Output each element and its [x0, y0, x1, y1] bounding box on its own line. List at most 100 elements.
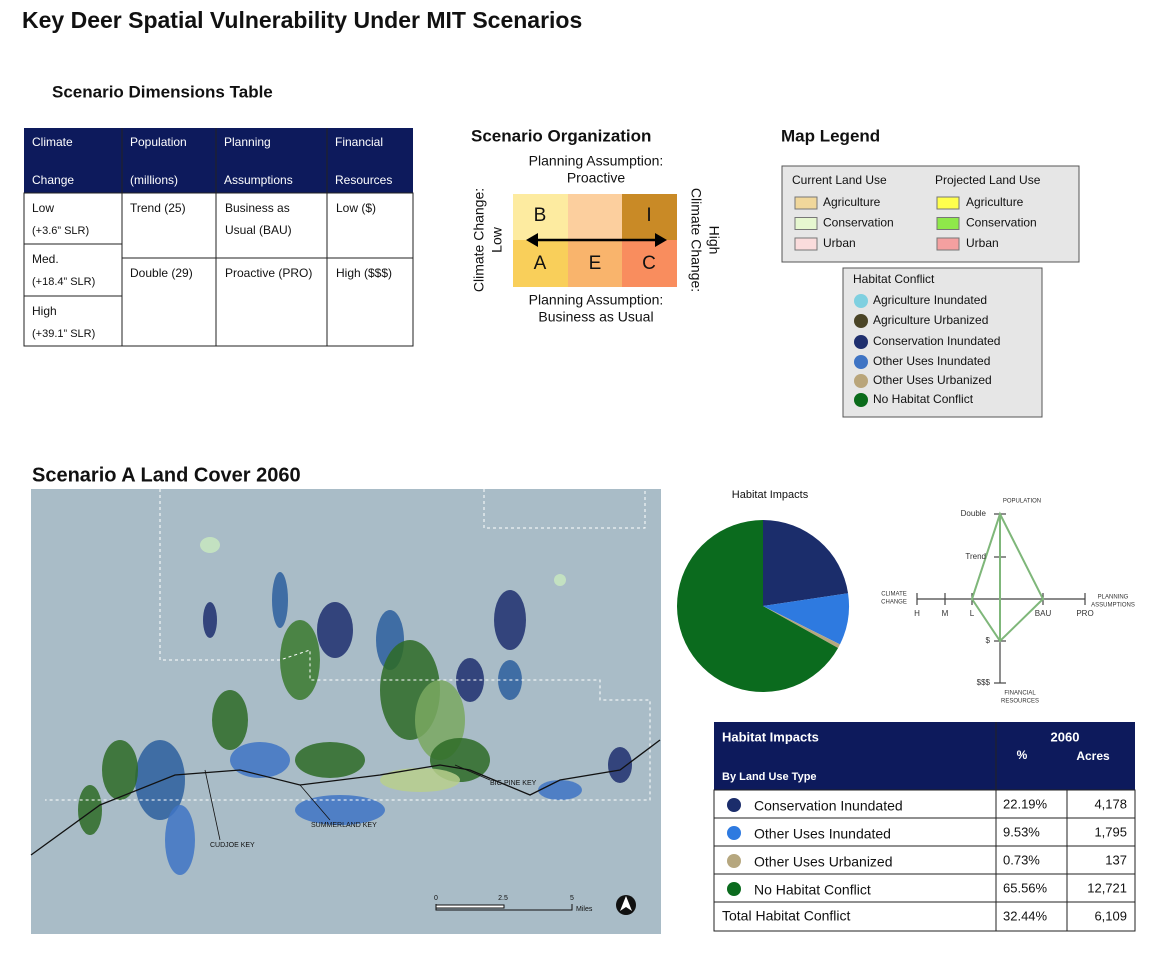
diagram-axis-label: POPULATION: [1003, 499, 1041, 505]
pie-slice: [763, 606, 840, 648]
legend-dot: [854, 374, 868, 388]
table-title: Habitat Impacts: [722, 729, 819, 744]
diagram-tick-label: Double: [961, 509, 987, 518]
land-patch: [554, 574, 566, 586]
legend-label: Other Uses Inundated: [873, 354, 990, 368]
section-title: Scenario Dimensions Table: [52, 82, 273, 101]
column-header: Population: [130, 135, 187, 149]
row-dot: [727, 854, 741, 868]
axis-label: Business as Usual: [538, 309, 653, 325]
column-header: Planning: [224, 135, 271, 149]
cell-text: Low: [32, 201, 54, 215]
cell-text: Double (29): [130, 266, 193, 280]
land-patch: [200, 537, 220, 553]
column-header: %: [1017, 748, 1028, 762]
pie-slice: [763, 593, 849, 645]
cell-text: High ($$$): [336, 266, 392, 280]
section-title: Scenario A Land Cover 2060: [32, 464, 301, 486]
road: [30, 739, 661, 856]
land-patch: [272, 572, 288, 628]
legend-label: Conservation: [823, 216, 894, 230]
legend-box: [842, 267, 1043, 418]
land-patch: [295, 742, 365, 778]
pie-slice: [763, 520, 849, 606]
legend-label: Urban: [823, 236, 856, 250]
land-patch: [280, 620, 320, 700]
table-body: [713, 789, 1136, 932]
scenario-cell: [513, 240, 568, 287]
cell-value: 1,795: [1094, 824, 1127, 839]
section-title: Map Legend: [781, 126, 880, 145]
axis-label: Climate Change:: [688, 188, 704, 292]
legend-swatch: [794, 196, 818, 210]
row-label: No Habitat Conflict: [754, 882, 871, 898]
scale-label: 2.5: [498, 895, 508, 902]
boundary: [483, 489, 646, 529]
map-background: [31, 489, 661, 934]
land-patch: [295, 795, 385, 825]
place-label: SUMMERLAND KEY: [311, 822, 377, 829]
land-patch: [494, 590, 526, 650]
legend-label: Agriculture: [823, 195, 881, 209]
cell-text: Business as: [225, 201, 290, 215]
column-header: Acres: [1076, 749, 1110, 763]
legend-label: Other Uses Urbanized: [873, 373, 992, 387]
table-subtitle: By Land Use Type: [722, 771, 817, 783]
legend-label: Conservation: [966, 216, 1037, 230]
scenario-cell: [622, 240, 677, 287]
diagram-tick-label: $: [986, 636, 991, 645]
diagram-axis-label: CHANGE: [881, 600, 907, 606]
scale-segment: [435, 904, 505, 909]
north-arrow-head: [620, 896, 632, 911]
scenario-cell: [568, 194, 622, 240]
cell-value: 4,178: [1094, 796, 1127, 811]
diagram-axis-label: CLIMATE: [881, 592, 907, 598]
cell-text: Low ($): [336, 201, 376, 215]
column-header: 2060: [1051, 729, 1080, 744]
land-patch: [212, 690, 248, 750]
cell-value: 12,721: [1087, 880, 1127, 895]
legend-dot: [854, 393, 868, 407]
scenario-letter: B: [534, 205, 547, 226]
legend-label: Agriculture: [966, 195, 1024, 209]
section-title: Scenario Organization: [471, 126, 651, 145]
cell-text: Med.: [32, 252, 59, 266]
scenario-cell: [568, 240, 622, 287]
row-dot: [727, 826, 741, 840]
land-patch: [230, 742, 290, 778]
legend-label: Conservation Inundated: [873, 334, 1000, 348]
axis-label: Planning Assumption:: [529, 292, 664, 308]
legend-heading: Current Land Use: [792, 173, 887, 187]
table-header: [714, 722, 1135, 790]
scenario-cell: [513, 194, 568, 240]
table-header: [24, 128, 413, 193]
pie-slice: [676, 520, 839, 693]
cell-value: 32.44%: [1003, 908, 1048, 923]
diagram-axis-label: FINANCIAL: [1004, 691, 1036, 697]
column-header: Resources: [335, 173, 392, 187]
cell-text: High: [32, 304, 57, 318]
cell-value: 137: [1105, 852, 1127, 867]
cell-text: (+18.4” SLR): [32, 276, 95, 288]
cell-text: Proactive (PRO): [225, 266, 312, 280]
legend-heading: Habitat Conflict: [853, 272, 935, 286]
row-label: Total Habitat Conflict: [722, 908, 851, 924]
column-header: (millions): [130, 173, 178, 187]
land-patch: [165, 805, 195, 875]
cell-value: 6,109: [1094, 908, 1127, 923]
scenario-letter: I: [646, 205, 651, 226]
axis-label: High: [706, 226, 722, 255]
cell-value: 65.56%: [1003, 880, 1048, 895]
axis-label: Low: [489, 226, 505, 253]
legend-label: Agriculture Inundated: [873, 293, 987, 307]
scale-label: 0: [434, 895, 438, 902]
cell-value: 22.19%: [1003, 796, 1048, 811]
diagram-axis-label: PLANNING: [1098, 595, 1129, 601]
land-patch: [203, 602, 217, 638]
scenario-cell: [622, 194, 677, 240]
page-title: Key Deer Spatial Vulnerability Under MIT…: [22, 7, 582, 33]
scenario-letter: E: [589, 253, 602, 274]
legend-label: Agriculture Urbanized: [873, 313, 988, 327]
land-patch: [608, 747, 632, 783]
